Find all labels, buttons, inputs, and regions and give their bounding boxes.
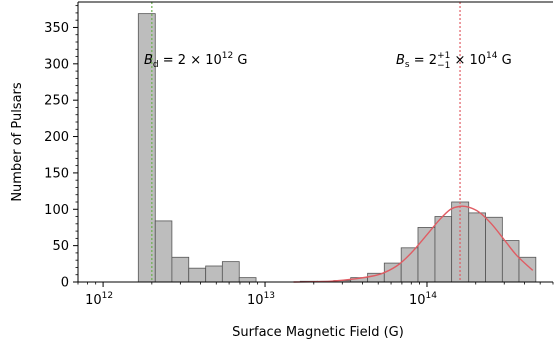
histogram-bar-5 xyxy=(221,261,240,283)
histogram-bar-11 xyxy=(367,272,385,283)
histogram-bar-4 xyxy=(205,265,223,283)
y-axis-label: Number of Pulsars xyxy=(10,82,25,202)
histogram-bar-6 xyxy=(238,277,257,283)
y-tick-label-6: 300 xyxy=(44,57,69,72)
tick-group: 0 50 100 150 200 250 300 350 1012 1013 1014 xyxy=(44,5,554,308)
histogram-bar-1 xyxy=(154,220,173,283)
histogram-bar-13 xyxy=(400,247,419,283)
y-tick-label-0: 0 xyxy=(61,276,69,291)
y-tick-label-3: 150 xyxy=(44,166,69,181)
y-tick-label-5: 250 xyxy=(44,94,69,109)
y-tick-label-1: 50 xyxy=(52,239,69,254)
annotation-surface-field: Bs = 2+1 −1 × 1014 G xyxy=(396,51,512,71)
annotation-dipole-field: Bd = 2 × 1012 G xyxy=(144,51,247,70)
histogram-bar-12 xyxy=(383,262,402,283)
y-tick-label-7: 350 xyxy=(44,21,69,36)
x-axis-label: Surface Magnetic Field (G) xyxy=(232,325,404,340)
axes xyxy=(77,1,553,283)
x-tick-label-0: 1012 xyxy=(85,291,113,308)
histogram-bar-19 xyxy=(501,240,520,283)
reference-lines xyxy=(151,2,461,282)
histogram-bar-2 xyxy=(171,256,190,283)
y-tick-label-4: 200 xyxy=(44,130,69,145)
histogram-bar-3 xyxy=(188,267,207,283)
y-tick-label-2: 100 xyxy=(44,203,69,218)
x-tick-label-1: 1013 xyxy=(247,291,275,308)
x-tick-label-2: 1014 xyxy=(409,291,437,308)
fit-curve xyxy=(293,205,534,283)
histogram-bar-17 xyxy=(468,212,486,283)
histogram-bar-15 xyxy=(434,216,453,283)
